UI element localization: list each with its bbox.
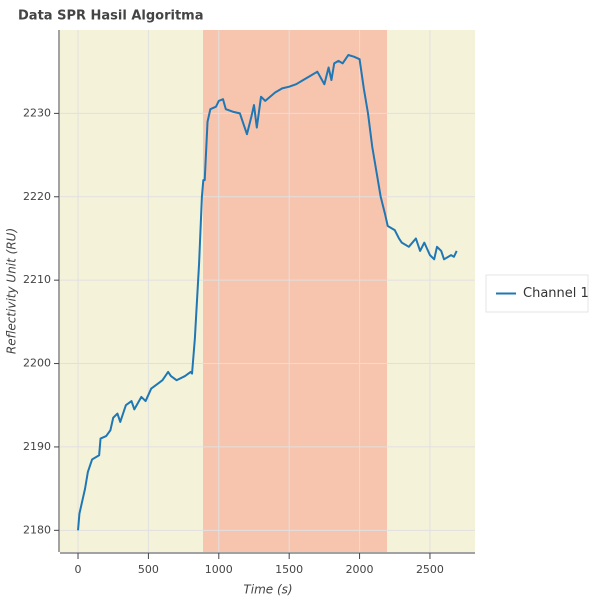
- x-axis-label: Time (s): [243, 583, 292, 597]
- x-tick-label: 500: [138, 563, 159, 576]
- y-tick-label: 2230: [23, 106, 51, 119]
- shaded-band: [203, 30, 388, 552]
- y-tick-label: 2190: [23, 440, 51, 453]
- x-tick-label: 2000: [346, 563, 374, 576]
- chart-title: Data SPR Hasil Algoritma: [18, 9, 204, 24]
- y-tick-label: 2200: [23, 357, 51, 370]
- data-line: [77, 54, 458, 531]
- x-tick-label: 1000: [205, 563, 233, 576]
- y-tick-label: 2220: [23, 190, 51, 203]
- y-tick-label: 2210: [23, 273, 51, 286]
- y-tick-label: 2180: [23, 523, 51, 536]
- x-tick-label: 2500: [416, 563, 444, 576]
- x-tick-label: 1500: [275, 563, 303, 576]
- legend-label: Channel 1: [523, 286, 589, 301]
- y-axis-label: Reflectivity Unit (RU): [5, 228, 19, 354]
- shaded-band: [60, 30, 204, 552]
- x-tick-label: 0: [75, 563, 82, 576]
- shaded-band: [387, 30, 475, 552]
